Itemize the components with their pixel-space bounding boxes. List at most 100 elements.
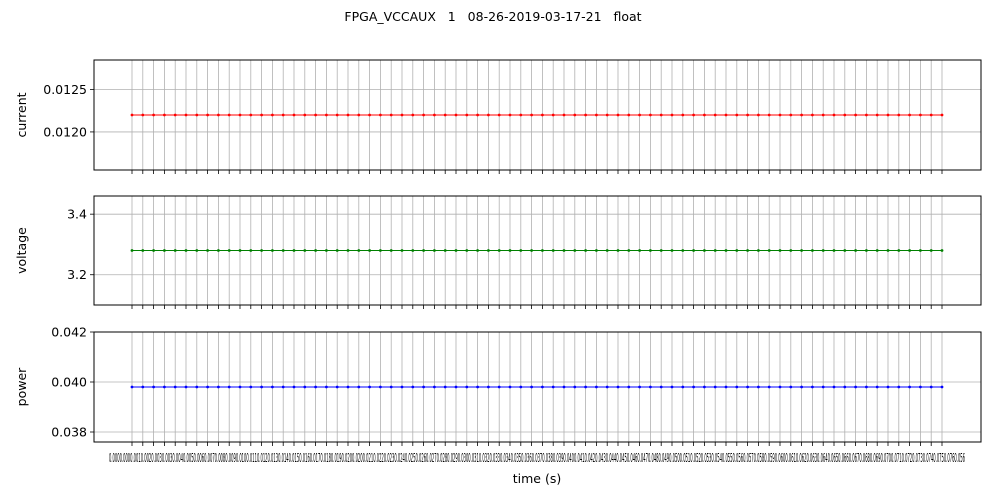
data-point — [184, 113, 188, 117]
data-point — [713, 249, 717, 252]
axes-frame — [93, 331, 982, 443]
data-point — [908, 113, 911, 117]
y-tick-label: 0.0125 — [43, 82, 87, 97]
data-point — [886, 113, 890, 117]
data-point — [368, 385, 371, 389]
data-point — [260, 249, 263, 252]
data-point — [605, 249, 609, 252]
data-point — [897, 113, 901, 117]
data-point — [411, 385, 415, 389]
data-point — [778, 385, 782, 389]
data-point — [400, 385, 404, 389]
data-point — [487, 113, 490, 117]
data-point — [530, 249, 533, 252]
data-point — [130, 385, 134, 389]
subplot-power: 0.038 0.040 0.042 power — [14, 325, 982, 446]
data-point — [249, 249, 253, 252]
data-point — [130, 113, 134, 117]
subplots: 0.01200.0125current3.23.4voltage0.0380.0… — [14, 59, 982, 446]
data-point — [443, 249, 447, 252]
data-point — [368, 113, 371, 117]
data-point — [163, 249, 166, 252]
data-point — [465, 249, 469, 252]
data-point — [811, 249, 814, 252]
data-point — [519, 249, 523, 252]
data-point — [249, 113, 253, 117]
data-point — [767, 385, 771, 389]
data-point — [757, 113, 760, 117]
data-point — [422, 385, 425, 389]
data-point — [746, 249, 749, 252]
data-point — [940, 113, 944, 117]
data-point — [163, 385, 166, 389]
data-point — [292, 385, 296, 389]
data-point — [422, 113, 425, 117]
data-point — [325, 385, 328, 389]
axes-frame — [93, 195, 982, 306]
data-point — [260, 385, 263, 389]
subplot-voltage: 3.2 3.4 voltage — [14, 195, 982, 309]
data-point — [379, 249, 382, 252]
data-point — [767, 113, 771, 117]
data-point — [865, 249, 868, 252]
data-point — [919, 249, 922, 252]
data-point — [400, 113, 404, 117]
data-point — [325, 113, 328, 117]
data-point — [476, 113, 479, 117]
data-point — [303, 249, 307, 252]
data-point — [281, 385, 285, 389]
data-point — [281, 249, 285, 252]
y-tick-label: 0.042 — [51, 325, 87, 340]
data-point — [929, 249, 933, 252]
data-point — [562, 385, 566, 389]
data-point — [616, 385, 620, 389]
data-point — [800, 113, 803, 117]
data-point — [271, 113, 274, 117]
data-point — [757, 249, 760, 252]
data-point — [497, 249, 501, 252]
data-point — [595, 385, 598, 389]
data-point — [314, 249, 317, 252]
data-point — [346, 249, 350, 252]
y-tick-label: 0.0120 — [43, 124, 87, 139]
data-point — [735, 385, 739, 389]
data-point — [346, 113, 350, 117]
data-point — [195, 113, 199, 117]
data-point — [919, 385, 922, 389]
data-point — [919, 113, 922, 117]
data-point — [141, 113, 145, 117]
data-point — [389, 385, 393, 389]
data-point — [454, 113, 458, 117]
data-point — [152, 385, 156, 389]
data-point — [670, 385, 674, 389]
data-point — [584, 249, 587, 252]
data-point — [854, 385, 857, 389]
axes-frame — [93, 59, 982, 171]
data-point — [195, 385, 199, 389]
data-point — [281, 113, 285, 117]
data-point — [357, 385, 361, 389]
data-point — [497, 113, 501, 117]
data-point — [929, 385, 933, 389]
data-point — [713, 113, 717, 117]
data-point — [271, 249, 274, 252]
data-point — [433, 249, 436, 252]
data-point — [206, 385, 210, 389]
data-point — [325, 249, 328, 252]
data-point — [551, 385, 555, 389]
data-point — [292, 249, 296, 252]
data-point — [422, 249, 425, 252]
data-point — [465, 113, 469, 117]
data-point — [476, 249, 479, 252]
data-point — [292, 113, 296, 117]
data-point — [508, 113, 512, 117]
data-point — [206, 113, 210, 117]
data-point — [433, 385, 436, 389]
data-point — [454, 249, 458, 252]
data-point — [897, 249, 901, 252]
data-point — [735, 249, 739, 252]
data-point — [217, 249, 220, 252]
data-point — [681, 249, 685, 252]
data-point — [249, 385, 253, 389]
